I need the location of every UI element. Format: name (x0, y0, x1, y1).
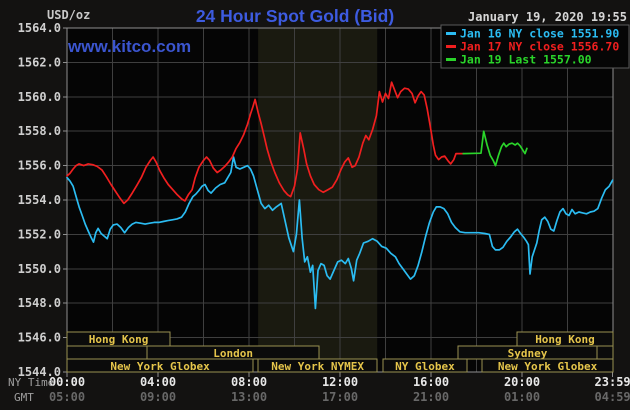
x-tick-label-ny: 08:00 (231, 375, 267, 389)
y-tick-label: 1552.0 (18, 227, 61, 241)
session-label: New York Globex (110, 360, 210, 373)
y-tick-label: 1564.0 (18, 21, 61, 35)
y-tick-label: 1554.0 (18, 193, 61, 207)
session-box (66, 345, 148, 360)
y-tick-label: 1550.0 (18, 262, 61, 276)
y-axis-unit-label: USD/oz (47, 8, 90, 22)
y-tick-label: 1548.0 (18, 296, 61, 310)
session-label: Sydney (508, 347, 548, 360)
gmt-axis-label: GMT (14, 391, 34, 404)
x-tick-label-gmt: 13:00 (231, 390, 267, 404)
y-tick-label: 1556.0 (18, 159, 61, 173)
y-tick-label: 1544.0 (18, 365, 61, 379)
y-tick-label: 1560.0 (18, 90, 61, 104)
price-series-jan19 (462, 130, 528, 167)
x-tick-label-ny: 00:00 (49, 375, 85, 389)
y-tick-label: 1546.0 (18, 331, 61, 345)
x-tick-label-gmt: 21:00 (413, 390, 449, 404)
price-series-jan16 (66, 156, 614, 310)
x-tick-label-ny: 20:00 (504, 375, 540, 389)
session-box (481, 358, 614, 373)
session-label: New York Globex (498, 360, 598, 373)
chart-title: 24 Hour Spot Gold (Bid) (196, 6, 394, 26)
x-tick-label-gmt: 01:00 (504, 390, 540, 404)
kitco-watermark: www.kitco.com (67, 37, 191, 56)
x-tick-label-ny: 23:59 (595, 375, 630, 389)
y-tick-label: 1562.0 (18, 55, 61, 69)
session-label: Hong Kong (89, 333, 149, 346)
datetime-label: January 19, 2020 19:55 (468, 10, 627, 24)
ny-time-axis-label: NY Time (8, 376, 54, 389)
x-tick-label-gmt: 17:00 (322, 390, 358, 404)
x-tick-label-ny: 12:00 (322, 375, 358, 389)
x-tick-label-ny: 16:00 (413, 375, 449, 389)
x-tick-label-gmt: 04:59 (595, 390, 630, 404)
session-label: Hong Kong (535, 333, 595, 346)
legend-label-jan19: Jan 19 Last 1557.00 (460, 53, 592, 67)
session-box (257, 358, 378, 373)
session-label: London (213, 347, 253, 360)
x-tick-label-ny: 04:00 (140, 375, 176, 389)
session-label: NY Globex (395, 360, 455, 373)
x-tick-label-gmt: 05:00 (49, 390, 85, 404)
legend-label-jan17: Jan 17 NY close 1556.70 (460, 40, 619, 54)
session-box (382, 358, 468, 373)
legend-box (440, 24, 630, 69)
session-box (596, 345, 614, 360)
y-tick-label: 1558.0 (18, 124, 61, 138)
session-label: New York NYMEX (271, 360, 364, 373)
session-box (66, 358, 254, 373)
x-tick-label-gmt: 09:00 (140, 390, 176, 404)
legend-label-jan16: Jan 16 NY close 1551.90 (460, 27, 619, 41)
price-series-jan17 (66, 81, 465, 205)
